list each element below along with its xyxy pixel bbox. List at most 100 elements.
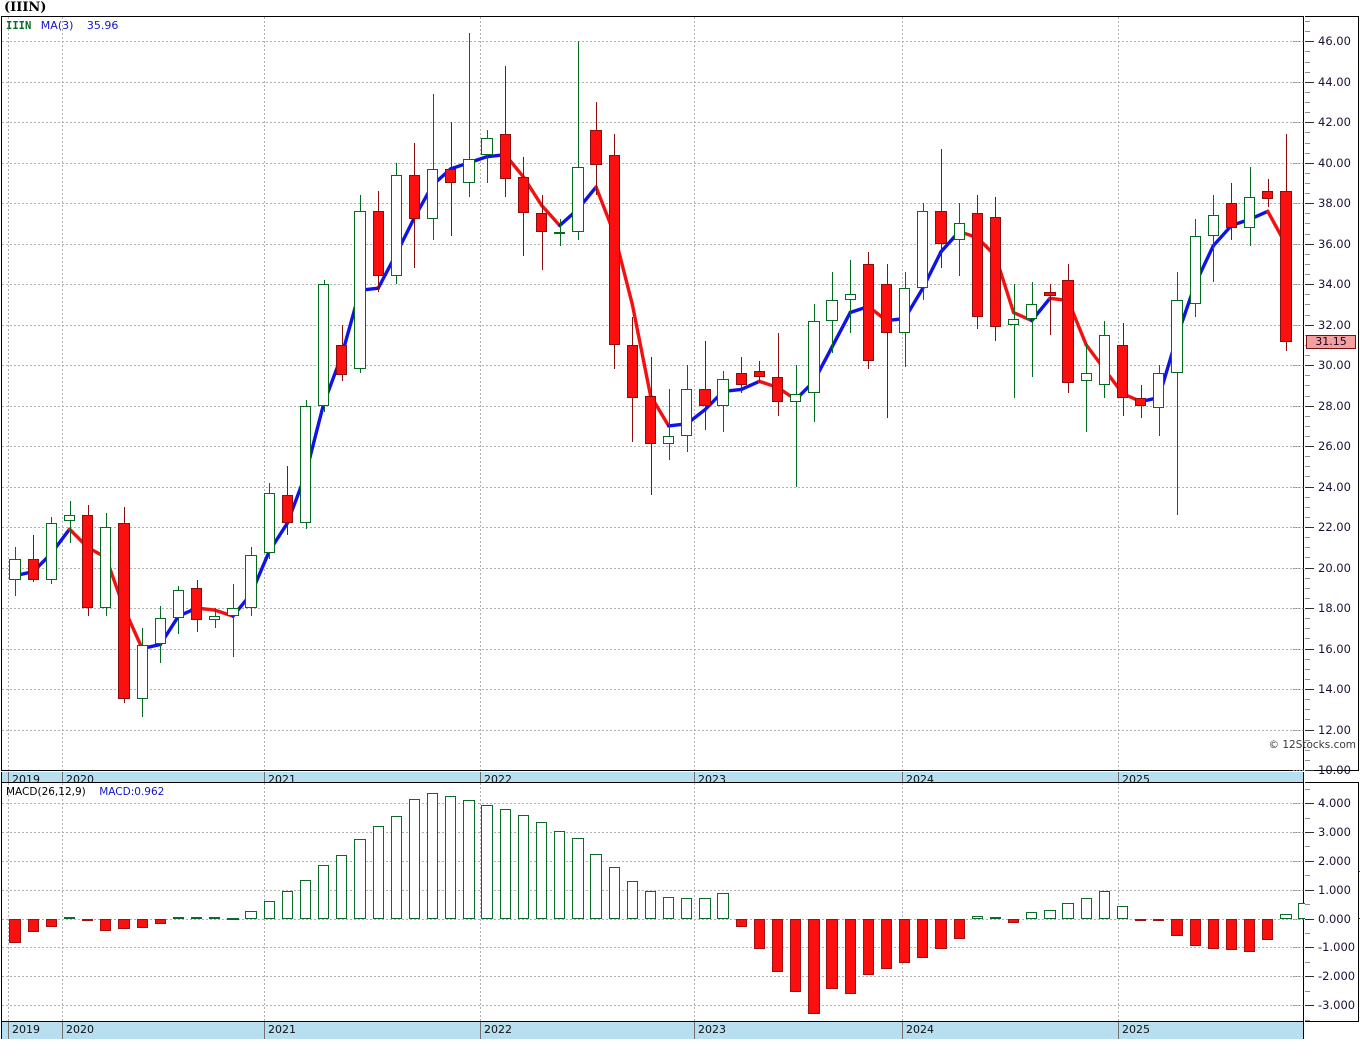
macd-bar[interactable] — [190, 916, 203, 919]
macd-bar[interactable] — [9, 918, 21, 944]
candle-body[interactable] — [354, 211, 366, 370]
candle-body[interactable] — [172, 589, 185, 619]
macd-bar[interactable] — [1171, 918, 1183, 936]
macd-bar[interactable] — [299, 879, 312, 919]
macd-bar[interactable] — [699, 898, 711, 919]
candle-body[interactable] — [445, 168, 457, 183]
macd-bar[interactable] — [844, 918, 856, 994]
macd-bar[interactable] — [154, 918, 166, 924]
macd-bar[interactable] — [63, 917, 76, 920]
candle-body[interactable] — [626, 344, 638, 398]
candle-body[interactable] — [1189, 235, 1201, 305]
macd-bar[interactable] — [899, 918, 911, 964]
candle-body[interactable] — [263, 492, 275, 554]
macd-bar[interactable] — [27, 918, 39, 932]
macd-bar[interactable] — [408, 798, 421, 919]
macd-bar[interactable] — [590, 853, 602, 919]
macd-bar[interactable] — [281, 891, 294, 919]
macd-bar[interactable] — [82, 918, 94, 921]
macd-bar[interactable] — [354, 839, 366, 919]
candle-body[interactable] — [554, 231, 566, 234]
candle-body[interactable] — [1243, 197, 1256, 228]
candle-body[interactable] — [753, 371, 766, 378]
macd-bar[interactable] — [1225, 918, 1238, 951]
macd-bar[interactable] — [1243, 918, 1256, 952]
macd-bar[interactable] — [681, 898, 693, 919]
candle-body[interactable] — [1153, 373, 1165, 408]
candle-body[interactable] — [572, 166, 584, 232]
macd-bar[interactable] — [1062, 902, 1074, 919]
macd-bar[interactable] — [517, 814, 530, 919]
candle-body[interactable] — [1225, 203, 1238, 228]
candle-body[interactable] — [390, 174, 402, 277]
macd-bar[interactable] — [953, 918, 965, 939]
candle-body[interactable] — [1171, 300, 1183, 374]
candle-body[interactable] — [1044, 292, 1056, 297]
candle-body[interactable] — [663, 436, 675, 445]
candle-body[interactable] — [190, 587, 203, 621]
macd-bar[interactable] — [318, 865, 330, 919]
candle-body[interactable] — [1116, 344, 1129, 398]
macd-bar[interactable] — [427, 793, 439, 919]
macd-bar[interactable] — [917, 918, 929, 958]
price-plot-area[interactable]: IIIN MA(3) 35.96 — [1, 16, 1304, 771]
candle-body[interactable] — [1080, 373, 1092, 382]
candle-body[interactable] — [517, 176, 530, 214]
candle-body[interactable] — [808, 320, 820, 394]
macd-bar[interactable] — [790, 918, 802, 993]
macd-bar[interactable] — [172, 916, 185, 919]
macd-bar[interactable] — [663, 896, 675, 919]
candle-body[interactable] — [136, 644, 148, 700]
macd-bar[interactable] — [463, 800, 475, 919]
macd-bar[interactable] — [1007, 918, 1020, 923]
macd-bar[interactable] — [644, 891, 657, 919]
macd-bar[interactable] — [1207, 918, 1219, 949]
macd-bar[interactable] — [372, 826, 384, 919]
candle-body[interactable] — [463, 158, 475, 183]
macd-bar[interactable] — [771, 918, 784, 972]
macd-bar[interactable] — [118, 918, 130, 929]
macd-bar[interactable] — [336, 855, 348, 919]
macd-bar[interactable] — [1080, 898, 1092, 919]
candle-body[interactable] — [935, 211, 947, 244]
macd-bar[interactable] — [263, 900, 275, 919]
macd-bar[interactable] — [862, 918, 874, 975]
candle-body[interactable] — [790, 393, 802, 402]
candle-body[interactable] — [1026, 304, 1038, 319]
macd-bar[interactable] — [1135, 918, 1147, 921]
macd-bar[interactable] — [100, 918, 112, 931]
candle-body[interactable] — [100, 527, 112, 609]
candle-body[interactable] — [1280, 191, 1292, 342]
candle-body[interactable] — [989, 217, 1002, 327]
candle-body[interactable] — [408, 174, 421, 220]
candle-body[interactable] — [299, 405, 312, 524]
macd-bar[interactable] — [989, 916, 1002, 919]
candle-body[interactable] — [1062, 280, 1074, 384]
candle-body[interactable] — [427, 168, 439, 220]
macd-bar[interactable] — [227, 917, 239, 920]
macd-bar[interactable] — [717, 893, 729, 919]
candle-body[interactable] — [699, 389, 711, 406]
macd-bar[interactable] — [735, 918, 747, 928]
candle-body[interactable] — [118, 523, 130, 700]
candle-body[interactable] — [481, 138, 493, 155]
macd-plot-area[interactable]: MACD(26,12,9) MACD:0.962 — [1, 782, 1360, 1022]
candle-body[interactable] — [917, 211, 929, 289]
candle-body[interactable] — [590, 130, 602, 165]
candle-body[interactable] — [735, 373, 747, 386]
candle-body[interactable] — [535, 213, 548, 232]
macd-bar[interactable] — [1153, 918, 1165, 921]
macd-bar[interactable] — [753, 918, 766, 949]
candle-body[interactable] — [336, 344, 348, 376]
macd-bar[interactable] — [572, 837, 584, 919]
candle-body[interactable] — [844, 294, 856, 301]
candle-body[interactable] — [899, 288, 911, 333]
candle-body[interactable] — [45, 523, 57, 580]
candle-body[interactable] — [209, 616, 221, 621]
candle-body[interactable] — [1007, 318, 1020, 325]
candle-body[interactable] — [1098, 334, 1110, 386]
candle-body[interactable] — [971, 213, 983, 317]
macd-bar[interactable] — [445, 795, 457, 919]
macd-bar[interactable] — [1189, 918, 1201, 946]
macd-bar[interactable] — [608, 866, 620, 919]
